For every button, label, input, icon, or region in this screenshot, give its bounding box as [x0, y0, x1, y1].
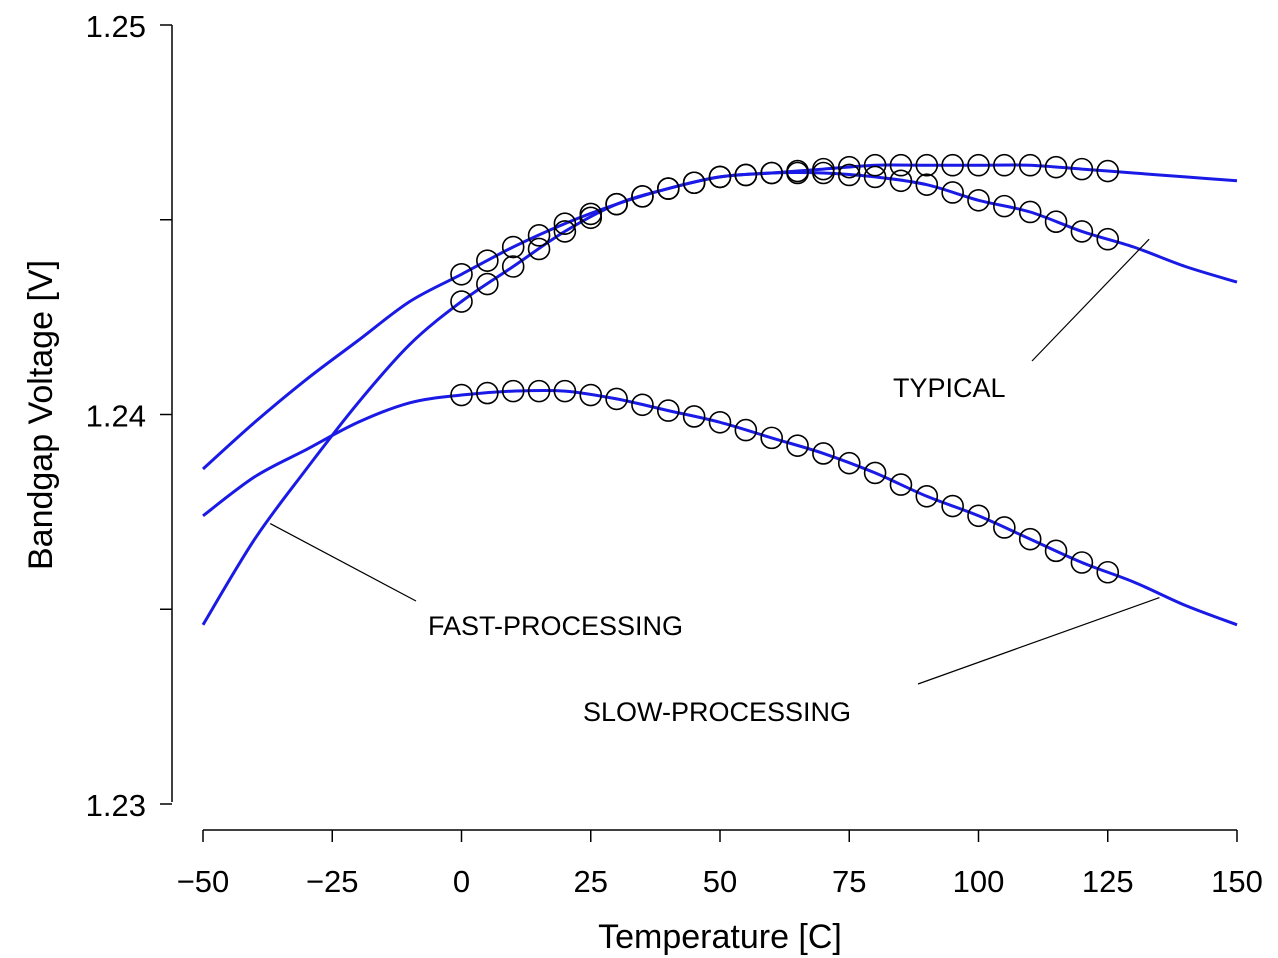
x-tick-label: 125 [1082, 864, 1134, 899]
data-point-marker [812, 157, 835, 181]
data-point-marker [837, 163, 861, 187]
data-point-marker [1044, 155, 1068, 179]
data-point-marker [837, 155, 861, 179]
data-point-marker [760, 426, 784, 450]
data-point-marker [1096, 560, 1120, 584]
data-point-marker [631, 393, 654, 417]
series-line-3 [201, 163, 1238, 626]
data-point-marker [708, 165, 732, 189]
y-tick-label: 1.24 [86, 399, 146, 434]
data-point-marker [476, 272, 499, 296]
data-point-marker [476, 381, 499, 405]
data-point-marker [708, 410, 732, 434]
x-tick-label: 150 [1211, 864, 1263, 899]
data-point-marker [863, 165, 887, 189]
annotation-slow-processing: SLOW-PROCESSING [583, 697, 851, 727]
data-point-marker [889, 169, 913, 193]
data-point-marker [915, 484, 939, 508]
data-point-marker [1018, 527, 1042, 551]
data-point-marker [450, 262, 473, 286]
data-point-marker [1018, 153, 1042, 177]
data-point-marker [863, 461, 887, 485]
data-point-marker [734, 163, 758, 187]
data-point-marker [656, 177, 680, 200]
x-tick-label: 75 [832, 864, 866, 899]
data-point-marker [941, 153, 964, 177]
data-point-marker [605, 387, 628, 411]
data-point-marker [553, 220, 577, 243]
data-point-marker [915, 153, 939, 177]
x-tick-label: 25 [574, 864, 608, 899]
y-tick-label: 1.25 [86, 9, 146, 44]
data-point-marker [967, 504, 990, 528]
data-point-marker [786, 159, 809, 183]
data-point-marker [527, 379, 551, 403]
x-tick-label: −50 [177, 864, 230, 899]
annotation-fast-processing: FAST-PROCESSING [428, 611, 683, 641]
data-point-marker [579, 383, 603, 407]
x-tick-label: 100 [953, 864, 1005, 899]
y-axis-title: Bandgap Voltage [V] [22, 260, 60, 570]
annotation-typical: TYPICAL [893, 373, 1006, 403]
data-point-marker [1070, 220, 1094, 243]
data-point-marker [656, 399, 680, 422]
annotation-leader-line [1031, 238, 1150, 362]
x-ticks: −50 −25 0 25 50 75 100 125 150 [177, 830, 1263, 899]
data-point-marker [450, 290, 473, 313]
y-tick-label: 1.23 [86, 788, 146, 823]
markers [450, 153, 1120, 584]
x-tick-label: −25 [306, 864, 359, 899]
data-point-marker [889, 473, 913, 496]
data-point-marker [501, 255, 525, 278]
x-tick-label: 50 [703, 864, 737, 899]
annotation-leaders [269, 238, 1160, 685]
data-point-marker [476, 249, 499, 272]
data-point-marker [682, 171, 706, 195]
data-point-marker [527, 224, 551, 247]
data-point-marker [631, 185, 654, 208]
data-point-marker [682, 405, 706, 428]
annotation-leader-line [917, 597, 1160, 685]
data-point-marker [1096, 159, 1120, 183]
data-point-marker [553, 212, 577, 235]
data-point-marker [1096, 227, 1120, 251]
data-point-marker [941, 181, 964, 204]
data-point-marker [812, 442, 835, 465]
data-point-marker [1070, 551, 1094, 574]
data-point-marker [967, 188, 990, 212]
data-point-marker [501, 235, 525, 259]
x-axis-title: Temperature [C] [598, 918, 842, 956]
data-point-marker [553, 379, 577, 403]
annotation-leader-line [269, 523, 417, 602]
series-line-1 [201, 171, 1238, 471]
curves [201, 163, 1238, 627]
data-point-marker [941, 494, 964, 518]
data-point-marker [967, 153, 990, 177]
data-point-marker [786, 434, 809, 457]
data-point-marker [993, 153, 1016, 177]
data-point-marker [863, 153, 887, 177]
data-point-marker [605, 192, 628, 216]
data-point-marker [837, 451, 861, 475]
data-point-marker [915, 173, 939, 196]
data-point-marker [1070, 157, 1094, 181]
data-point-marker [993, 516, 1016, 539]
y-ticks: 1.23 1.24 1.25 [86, 9, 172, 823]
data-point-marker [889, 153, 913, 177]
data-point-marker [501, 379, 525, 403]
data-point-marker [734, 418, 758, 442]
data-point-marker [527, 237, 551, 261]
data-point-marker [760, 161, 784, 185]
x-tick-label: 0 [453, 864, 470, 899]
series-line-2 [202, 388, 1238, 627]
data-point-marker [1018, 200, 1042, 224]
data-point-marker [579, 206, 603, 230]
data-point-marker [450, 383, 473, 407]
data-point-marker [1044, 210, 1068, 233]
data-point-marker [993, 194, 1016, 218]
data-point-marker [1044, 539, 1068, 563]
